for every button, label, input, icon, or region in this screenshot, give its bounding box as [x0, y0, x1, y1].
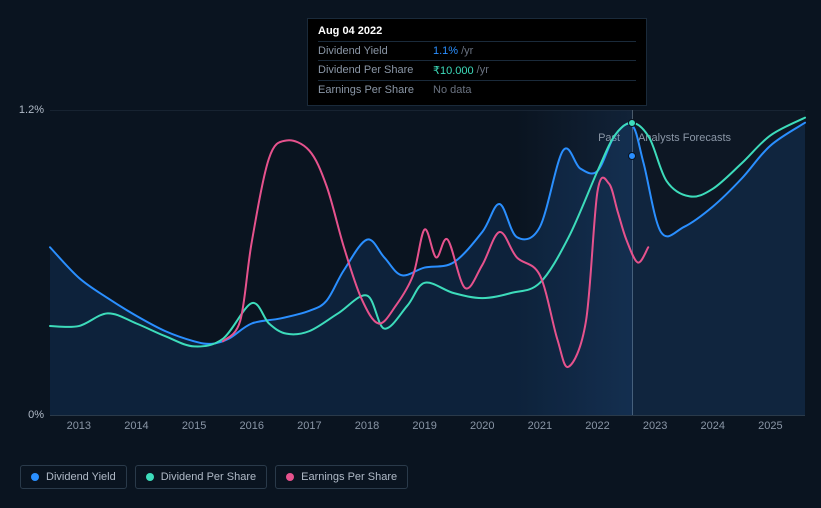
tooltip-metric-label: Earnings Per Share — [318, 84, 433, 96]
legend-dot-icon — [286, 473, 294, 481]
tooltip-metric-unit: /yr — [477, 64, 489, 77]
legend-label: Dividend Yield — [46, 471, 116, 483]
tooltip-metric-label: Dividend Yield — [318, 45, 433, 57]
y-tick-label: 1.2% — [19, 104, 44, 116]
x-tick-label: 2022 — [585, 420, 609, 432]
tooltip-metric-unit: /yr — [461, 45, 473, 57]
tooltip-metric-value: No data — [433, 84, 472, 96]
x-axis: 2013 2014 2015 2016 2017 2018 2019 2020 2021 2022… — [50, 420, 805, 440]
x-tick-label: 2013 — [67, 420, 91, 432]
zero-baseline — [50, 415, 805, 416]
legend-label: Dividend Per Share — [161, 471, 256, 483]
tooltip-date: Aug 04 2022 — [318, 25, 636, 41]
x-tick-label: 2023 — [643, 420, 667, 432]
x-tick-label: 2020 — [470, 420, 494, 432]
tooltip-metric-value: 1.1% — [433, 45, 458, 57]
tooltip-row: Dividend Per Share₹10.000/yr — [318, 60, 636, 80]
x-tick-label: 2025 — [758, 420, 782, 432]
x-tick-label: 2024 — [701, 420, 725, 432]
cursor-marker — [628, 152, 636, 160]
x-tick-label: 2019 — [412, 420, 436, 432]
x-tick-label: 2016 — [239, 420, 263, 432]
tooltip-row: Dividend Yield1.1%/yr — [318, 41, 636, 60]
legend-item[interactable]: Dividend Per Share — [135, 465, 267, 489]
series-fill — [50, 123, 805, 415]
tooltip-metric-value: ₹10.000 — [433, 64, 474, 77]
x-tick-label: 2015 — [182, 420, 206, 432]
tooltip-metric-label: Dividend Per Share — [318, 64, 433, 77]
legend-label: Earnings Per Share — [301, 471, 397, 483]
legend-item[interactable]: Dividend Yield — [20, 465, 127, 489]
chart-tooltip: Aug 04 2022 Dividend Yield1.1%/yrDividen… — [307, 18, 647, 106]
x-tick-label: 2018 — [355, 420, 379, 432]
cursor-marker — [628, 119, 636, 127]
x-tick-label: 2014 — [124, 420, 148, 432]
legend-item[interactable]: Earnings Per Share — [275, 465, 408, 489]
tooltip-row: Earnings Per ShareNo data — [318, 80, 636, 99]
chart-legend: Dividend Yield Dividend Per Share Earnings… — [20, 465, 408, 489]
legend-dot-icon — [146, 473, 154, 481]
y-tick-label: 0% — [28, 409, 44, 421]
x-tick-label: 2021 — [528, 420, 552, 432]
x-tick-label: 2017 — [297, 420, 321, 432]
chart-svg — [50, 110, 805, 415]
chart-plot-area: Past Analysts Forecasts 0%1.2% — [50, 110, 805, 415]
legend-dot-icon — [31, 473, 39, 481]
